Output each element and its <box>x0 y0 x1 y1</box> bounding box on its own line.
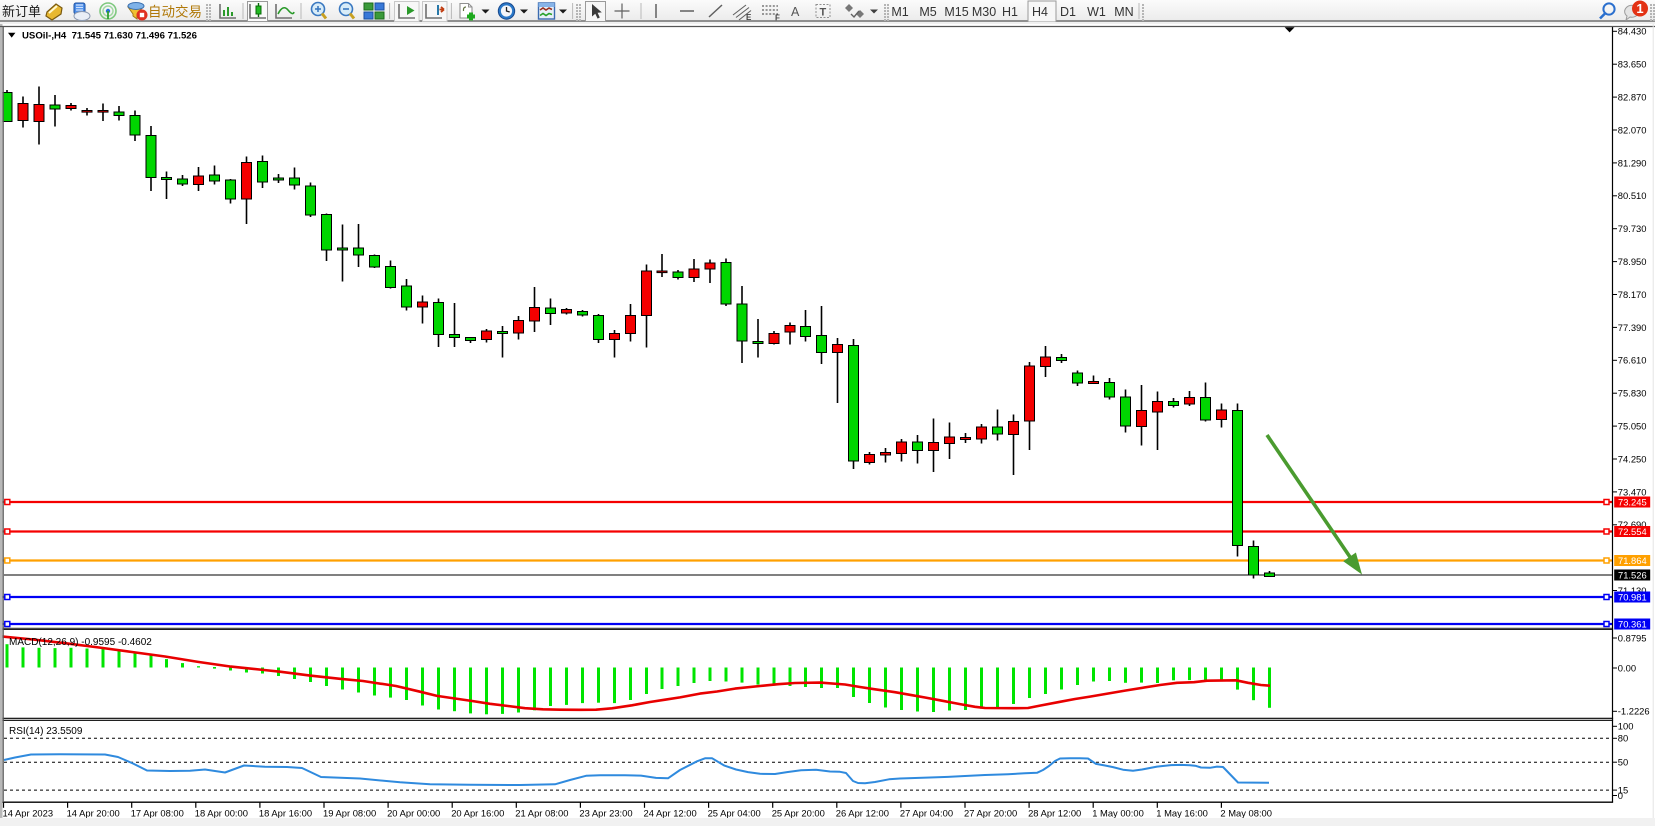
svg-text:82.870: 82.870 <box>1618 92 1647 103</box>
svg-text:MN: MN <box>1114 5 1133 19</box>
svg-text:23 Apr 23:00: 23 Apr 23:00 <box>579 807 632 818</box>
svg-text:新订单: 新订单 <box>2 4 41 19</box>
svg-text:0.00: 0.00 <box>1618 662 1636 673</box>
svg-text:70.981: 70.981 <box>1618 591 1647 602</box>
svg-text:21 Apr 08:00: 21 Apr 08:00 <box>515 807 568 818</box>
svg-text:72.554: 72.554 <box>1618 526 1647 537</box>
svg-text:25 Apr 20:00: 25 Apr 20:00 <box>772 807 825 818</box>
svg-text:76.610: 76.610 <box>1618 355 1647 366</box>
svg-text:2 May 08:00: 2 May 08:00 <box>1220 807 1272 818</box>
svg-text:H4: H4 <box>1032 5 1048 19</box>
svg-text:27 Apr 20:00: 27 Apr 20:00 <box>964 807 1017 818</box>
svg-text:A: A <box>791 5 800 19</box>
svg-text:81.290: 81.290 <box>1618 157 1647 168</box>
svg-text:77.390: 77.390 <box>1618 322 1647 333</box>
svg-text:26 Apr 12:00: 26 Apr 12:00 <box>836 807 889 818</box>
svg-text:83.650: 83.650 <box>1618 59 1647 70</box>
svg-text:RSI(14) 23.5509: RSI(14) 23.5509 <box>9 726 83 737</box>
svg-text:78.950: 78.950 <box>1618 256 1647 267</box>
svg-text:H1: H1 <box>1002 5 1018 19</box>
svg-text:F: F <box>775 14 780 23</box>
svg-text:自动交易: 自动交易 <box>148 4 202 20</box>
svg-text:USOil-,H4 71.545 71.630 71.49: USOil-,H4 71.545 71.630 71.496 71.526 <box>22 31 197 42</box>
svg-text:18 Apr 16:00: 18 Apr 16:00 <box>259 807 312 818</box>
svg-text:T: T <box>820 7 827 19</box>
svg-text:0: 0 <box>1618 790 1623 801</box>
svg-text:27 Apr 04:00: 27 Apr 04:00 <box>900 807 953 818</box>
svg-text:MACD(12,26,9) -0.9595 -0.4602: MACD(12,26,9) -0.9595 -0.4602 <box>9 637 152 648</box>
svg-text:14 Apr 20:00: 14 Apr 20:00 <box>67 807 120 818</box>
svg-text:25 Apr 04:00: 25 Apr 04:00 <box>708 807 761 818</box>
svg-text:71.526: 71.526 <box>1618 569 1647 580</box>
svg-text:71.864: 71.864 <box>1618 555 1647 566</box>
svg-text:100: 100 <box>1618 721 1634 732</box>
svg-text:17 Apr 08:00: 17 Apr 08:00 <box>131 807 184 818</box>
svg-text:M30: M30 <box>972 5 996 19</box>
svg-text:D1: D1 <box>1060 5 1076 19</box>
svg-text:70.361: 70.361 <box>1618 618 1647 629</box>
svg-text:73.245: 73.245 <box>1618 496 1647 507</box>
svg-text:80: 80 <box>1618 733 1628 744</box>
svg-text:15: 15 <box>1618 785 1628 796</box>
svg-text:W1: W1 <box>1087 5 1106 19</box>
svg-text:1 May 16:00: 1 May 16:00 <box>1156 807 1208 818</box>
svg-text:M5: M5 <box>919 5 936 19</box>
svg-text:M1: M1 <box>891 5 908 19</box>
svg-text:82.070: 82.070 <box>1618 124 1647 135</box>
svg-text:E: E <box>746 13 752 22</box>
svg-text:72.690: 72.690 <box>1618 519 1647 530</box>
svg-text:73.470: 73.470 <box>1618 486 1647 497</box>
svg-text:-1.2226: -1.2226 <box>1618 706 1650 717</box>
svg-text:20 Apr 00:00: 20 Apr 00:00 <box>387 807 440 818</box>
svg-text:20 Apr 16:00: 20 Apr 16:00 <box>451 807 504 818</box>
svg-text:24 Apr 12:00: 24 Apr 12:00 <box>644 807 697 818</box>
svg-text:0.8795: 0.8795 <box>1618 632 1647 643</box>
svg-text:1: 1 <box>1636 1 1643 16</box>
svg-text:75.050: 75.050 <box>1618 421 1647 432</box>
svg-text:75.830: 75.830 <box>1618 388 1647 399</box>
svg-text:1 May 00:00: 1 May 00:00 <box>1092 807 1144 818</box>
svg-text:79.730: 79.730 <box>1618 223 1647 234</box>
svg-text:18 Apr 00:00: 18 Apr 00:00 <box>195 807 248 818</box>
svg-text:19 Apr 08:00: 19 Apr 08:00 <box>323 807 376 818</box>
svg-text:14 Apr 2023: 14 Apr 2023 <box>3 807 54 818</box>
svg-text:71.130: 71.130 <box>1618 585 1647 596</box>
svg-text:80.510: 80.510 <box>1618 190 1647 201</box>
svg-text:84.430: 84.430 <box>1618 26 1647 37</box>
svg-text:M15: M15 <box>944 5 968 19</box>
svg-text:50: 50 <box>1618 757 1628 768</box>
svg-text:78.170: 78.170 <box>1618 289 1647 300</box>
svg-text:74.250: 74.250 <box>1618 453 1647 464</box>
svg-text:28 Apr 12:00: 28 Apr 12:00 <box>1028 807 1081 818</box>
